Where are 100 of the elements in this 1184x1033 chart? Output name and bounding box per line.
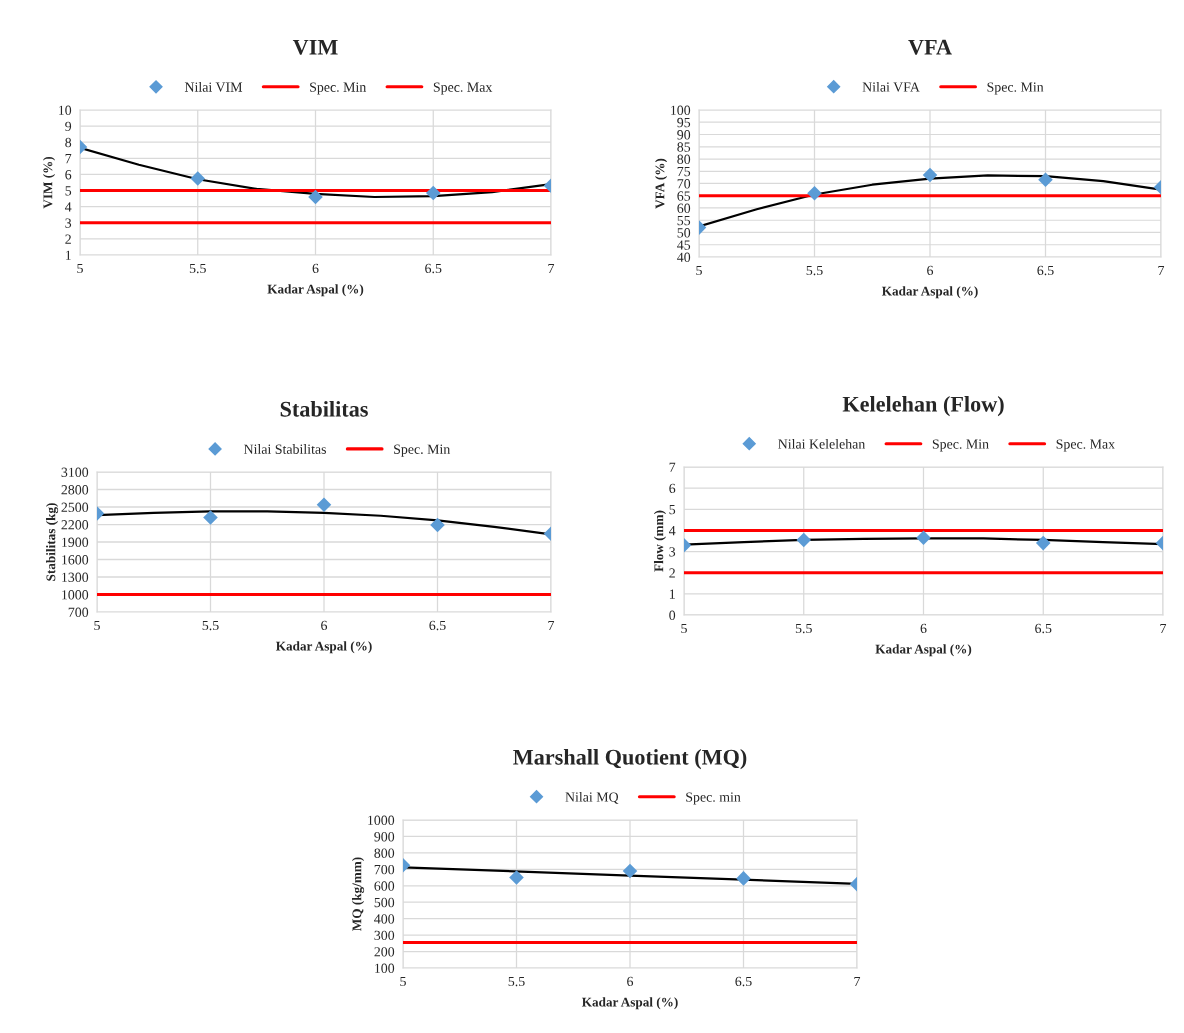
legend-label: Spec. Min xyxy=(310,82,367,95)
y-tick-label: 65 xyxy=(677,191,691,201)
x-tick-label: 7 xyxy=(1158,265,1165,275)
y-tick-label: 5 xyxy=(669,505,676,515)
y-tick-label: 7 xyxy=(669,462,676,472)
y-tick-label: 1300 xyxy=(62,572,89,582)
x-tick-label: 6.5 xyxy=(735,976,752,987)
point xyxy=(922,167,938,183)
y-tick-label: 40 xyxy=(677,252,691,262)
x-tick-label: 6.5 xyxy=(429,620,446,631)
x-tick-label: 7 xyxy=(1160,623,1167,633)
y-tick-label: 70 xyxy=(677,179,691,189)
point xyxy=(430,517,445,533)
y-tick-label: 2200 xyxy=(61,520,89,530)
chart-title: Kelelehan (Flow) xyxy=(842,396,1004,417)
y-tick-label: 2 xyxy=(65,234,71,244)
y-tick-label: 4 xyxy=(668,526,676,536)
x-axis-title: Kadar Aspal (%) xyxy=(581,997,678,1010)
x-tick-label: 5 xyxy=(696,265,702,276)
y-tick-label: 90 xyxy=(677,130,691,140)
point xyxy=(425,185,441,201)
y-tick-label: 1000 xyxy=(62,590,89,600)
x-tick-label: 5.5 xyxy=(806,265,823,276)
y-tick-label: 700 xyxy=(374,864,395,875)
legend-label: Spec. Min xyxy=(987,82,1044,95)
chart-title: Marshall Quotient (MQ) xyxy=(513,749,747,770)
y-tick-label: 1600 xyxy=(62,555,89,565)
x-tick-label: 5.5 xyxy=(189,263,206,274)
y-tick-label: 5 xyxy=(65,186,72,196)
y-tick-label: 6 xyxy=(669,483,676,494)
y-tick-label: 3 xyxy=(669,547,676,557)
legend-label: Nilai VFA xyxy=(862,81,920,92)
x-axis-title: Kadar Aspal (%) xyxy=(267,284,364,297)
chart-title: VFA xyxy=(908,39,952,55)
point xyxy=(796,532,812,548)
y-axis-title: Flow (mm) xyxy=(653,510,666,572)
y-tick-label: 55 xyxy=(677,215,691,226)
point xyxy=(316,497,332,512)
point xyxy=(308,189,323,205)
x-tick-label: 6.5 xyxy=(425,263,442,274)
point xyxy=(1038,172,1053,188)
x-tick-label: 7 xyxy=(548,263,555,273)
x-tick-label: 5 xyxy=(94,620,100,631)
y-tick-label: 6 xyxy=(65,170,72,180)
legend-label: Spec. Min xyxy=(932,439,989,452)
y-tick-label: 2 xyxy=(669,568,675,578)
y-tick-label: 60 xyxy=(677,203,691,213)
y-tick-label: 80 xyxy=(677,154,691,164)
y-tick-label: 1000 xyxy=(368,815,395,825)
y-tick-label: 200 xyxy=(374,947,395,957)
x-tick-label: 6 xyxy=(927,265,934,276)
x-tick-label: 6 xyxy=(321,620,328,631)
y-tick-label: 85 xyxy=(677,142,691,152)
y-tick-label: 75 xyxy=(677,166,691,177)
point xyxy=(1035,535,1051,551)
y-tick-label: 95 xyxy=(677,117,691,128)
y-tick-label: 4 xyxy=(64,202,72,212)
x-tick-label: 7 xyxy=(854,976,861,986)
y-tick-label: 100 xyxy=(671,105,691,115)
x-tick-label: 5.5 xyxy=(202,620,219,631)
x-tick-label: 6.5 xyxy=(1037,265,1054,276)
y-tick-label: 10 xyxy=(59,105,72,115)
y-tick-label: 600 xyxy=(374,881,395,891)
x-tick-label: 6 xyxy=(312,263,319,274)
x-tick-label: 7 xyxy=(548,620,555,630)
x-axis-title: Kadar Aspal (%) xyxy=(275,641,372,654)
y-tick-label: 2800 xyxy=(61,485,89,495)
point xyxy=(807,186,822,201)
y-tick-label: 45 xyxy=(677,240,691,250)
y-tick-label: 100 xyxy=(375,963,395,973)
chart-title: Stabilitas xyxy=(280,401,368,417)
legend-label: Nilai Kelelehan xyxy=(778,438,866,449)
y-tick-label: 700 xyxy=(68,607,89,617)
y-tick-label: 7 xyxy=(65,154,72,164)
chart-title: VIM xyxy=(292,39,338,55)
y-tick-label: 800 xyxy=(374,848,395,858)
legend-label: Spec. Max xyxy=(433,82,493,95)
y-tick-label: 1900 xyxy=(62,537,89,547)
x-tick-label: 5 xyxy=(400,976,406,987)
y-tick-label: 9 xyxy=(65,121,72,132)
y-axis-title: VFA (%) xyxy=(655,158,668,209)
y-tick-label: 2500 xyxy=(61,502,89,512)
y-tick-label: 500 xyxy=(374,897,395,908)
y-tick-label: 0 xyxy=(669,610,676,620)
legend-label: Nilai MQ xyxy=(565,791,619,804)
x-tick-label: 6 xyxy=(920,623,927,634)
point xyxy=(916,530,931,546)
point xyxy=(736,871,751,886)
y-axis-title: MQ (kg/mm) xyxy=(352,857,365,931)
y-tick-label: 300 xyxy=(374,930,395,941)
x-axis-title: Kadar Aspal (%) xyxy=(875,644,972,657)
y-tick-label: 400 xyxy=(374,914,395,924)
legend-label: Spec. Max xyxy=(1056,439,1115,452)
x-axis-title: Kadar Aspal (%) xyxy=(881,286,978,299)
y-tick-label: 3100 xyxy=(61,467,89,477)
legend-label: Nilai Stabilitas xyxy=(243,444,326,454)
legend-label: Spec. min xyxy=(686,792,741,805)
point xyxy=(203,510,218,525)
y-tick-label: 1 xyxy=(669,589,675,599)
y-tick-label: 3 xyxy=(65,218,72,228)
